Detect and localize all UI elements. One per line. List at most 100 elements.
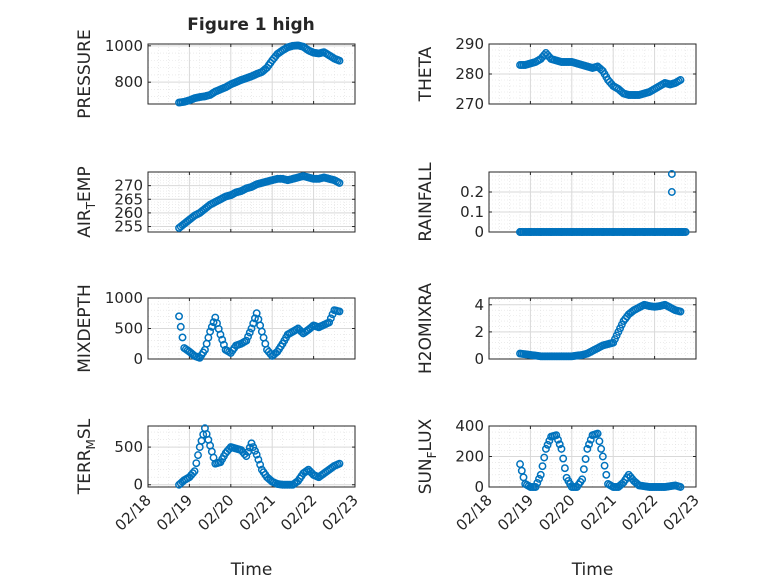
- data-point: [540, 453, 549, 462]
- y-tick-label: 0: [474, 350, 484, 368]
- figure-title: Figure 1 high: [187, 15, 315, 35]
- data-point: [667, 170, 676, 178]
- y-axis-label: THETA: [416, 46, 436, 102]
- x-tick-label: 02/20: [535, 491, 578, 534]
- y-tick-label: 260: [114, 204, 143, 222]
- x-tick-label: 02/18: [453, 491, 496, 534]
- x-tick-label: 02/22: [618, 491, 661, 534]
- data-point: [598, 452, 607, 461]
- data-point: [216, 330, 225, 339]
- data-point: [245, 328, 254, 337]
- y-axis-label: MIXDEPTH: [75, 284, 95, 373]
- data-point: [218, 335, 227, 344]
- series-markers: [516, 429, 685, 491]
- data-point: [667, 188, 676, 196]
- x-axis-label: Time: [230, 560, 273, 580]
- data-point: [560, 464, 569, 473]
- data-point: [602, 470, 611, 479]
- data-point: [533, 478, 542, 487]
- x-tick-label: 02/19: [494, 491, 537, 534]
- axes-box: [147, 43, 356, 105]
- y-axis-label: H2OMIXRA: [416, 283, 436, 374]
- y-tick-label: 270: [455, 95, 484, 113]
- data-point: [516, 460, 524, 469]
- data-point: [242, 452, 251, 461]
- subplot-5: 0 500 1000 MIXDEPTH: [75, 284, 356, 373]
- data-point: [297, 327, 306, 336]
- x-tick-label: 02/21: [577, 491, 620, 534]
- data-point: [326, 314, 335, 323]
- data-point: [206, 327, 215, 336]
- data-point: [554, 435, 562, 444]
- data-point: [251, 314, 259, 323]
- x-tick-label: 02/21: [236, 491, 279, 534]
- data-point: [676, 76, 685, 84]
- data-point: [335, 459, 344, 468]
- y-tick-label: 290: [455, 35, 484, 53]
- data-point: [175, 312, 184, 321]
- data-point: [583, 444, 592, 453]
- y-tick-label: 1000: [105, 289, 143, 307]
- data-point: [254, 455, 263, 464]
- axes-box: [147, 171, 356, 233]
- data-point: [335, 307, 344, 316]
- data-point: [242, 336, 251, 345]
- y-tick-label: 800: [114, 73, 143, 91]
- data-point: [519, 473, 528, 482]
- subplot-1: 800 1000 PRESSURE: [75, 29, 356, 119]
- data-point: [541, 444, 550, 453]
- data-point: [335, 178, 344, 187]
- data-point: [335, 56, 344, 65]
- data-point: [194, 451, 202, 460]
- y-tick-label: 500: [114, 320, 143, 338]
- x-tick-label: 02/18: [112, 491, 155, 534]
- data-point: [325, 318, 334, 327]
- data-point: [536, 470, 545, 479]
- data-point: [176, 322, 185, 331]
- data-point: [247, 324, 256, 333]
- data-point: [535, 474, 543, 483]
- data-point: [531, 483, 540, 491]
- y-tick-label: 0.2: [460, 183, 484, 201]
- y-tick-label: 255: [114, 218, 143, 236]
- data-point: [600, 461, 609, 470]
- data-point: [209, 318, 218, 327]
- data-point: [517, 466, 526, 475]
- x-axis-label: Time: [571, 560, 614, 580]
- data-point: [244, 332, 253, 341]
- y-tick-label: 0: [474, 478, 484, 496]
- x-tick-label: 02/23: [319, 491, 362, 534]
- series-markers: [516, 300, 685, 361]
- y-tick-label: 4: [474, 296, 484, 314]
- data-point: [579, 465, 588, 474]
- data-point: [192, 459, 201, 468]
- data-point: [197, 436, 206, 445]
- y-tick-label: 500: [114, 438, 143, 456]
- y-tick-label: 400: [455, 417, 484, 435]
- x-tick-label: 02/22: [277, 491, 320, 534]
- subplot-6: 0 2 4 H2OMIXRA: [416, 283, 697, 374]
- series-markers: [175, 172, 344, 232]
- series-markers: [175, 306, 344, 362]
- data-point: [249, 443, 258, 452]
- series-markers: [516, 49, 685, 99]
- data-point: [543, 440, 552, 449]
- data-point: [555, 440, 564, 449]
- data-point: [593, 429, 602, 438]
- x-tick-label: 02/23: [660, 491, 703, 534]
- data-point: [681, 228, 690, 236]
- series-markers: [516, 170, 690, 236]
- y-tick-label: 270: [114, 177, 143, 195]
- data-point: [585, 440, 593, 449]
- y-tick-label: 0: [133, 350, 143, 368]
- y-tick-label: 280: [455, 65, 484, 83]
- x-tick-label: 02/20: [194, 491, 237, 534]
- subplot-2: 270 280 290 THETA: [416, 35, 697, 113]
- data-point: [597, 444, 606, 453]
- y-tick-label: 2: [474, 323, 484, 341]
- data-point: [676, 307, 685, 316]
- data-point: [249, 319, 258, 328]
- subplot-4: 0 0.1 0.2 RAINFALL: [416, 162, 697, 242]
